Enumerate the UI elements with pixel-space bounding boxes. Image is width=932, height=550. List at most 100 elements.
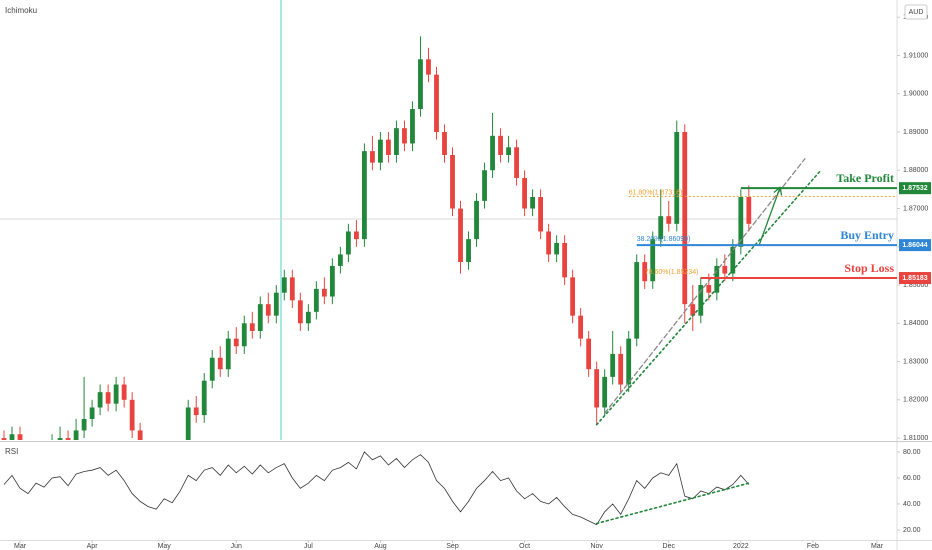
candle-body — [650, 239, 656, 282]
candle-body — [273, 292, 279, 316]
candle-body — [458, 208, 463, 263]
candle-body — [482, 170, 487, 201]
trendline — [595, 169, 822, 426]
candle-body — [466, 239, 471, 263]
rsi-line — [3, 451, 750, 526]
candle-body — [321, 288, 327, 297]
x-tick-label: May — [158, 543, 172, 550]
candle-body — [353, 231, 359, 240]
level-price-box — [899, 239, 931, 252]
candle-body — [634, 262, 640, 339]
candle-body — [265, 304, 271, 316]
candle-body — [289, 277, 295, 301]
currency-box[interactable] — [904, 4, 928, 20]
level-price: 1.85183 — [902, 275, 927, 282]
fib-label: 61.80%(1.87316) — [629, 189, 683, 196]
candle-body — [594, 369, 600, 408]
candle-body — [225, 338, 231, 370]
x-tick-label: Jun — [231, 543, 242, 550]
x-tick-label: Sep — [446, 543, 459, 550]
level-price: 1.86044 — [902, 242, 927, 249]
fib-label: 78.60%(1.85234) — [645, 269, 699, 276]
candle-body — [1, 438, 7, 440]
candle-body — [682, 132, 688, 305]
candle-body — [34, 450, 39, 465]
y-tick-label: 1.90000 — [903, 91, 928, 98]
candle-body — [170, 469, 175, 480]
candle-body — [538, 197, 544, 232]
x-tick-label: 2022 — [733, 543, 749, 550]
candle-body — [746, 197, 752, 224]
candle-body — [666, 216, 672, 224]
candle-body — [522, 177, 527, 209]
candle-body — [586, 338, 592, 370]
candle-body — [201, 380, 207, 416]
candle-body — [178, 453, 183, 480]
candle-body — [345, 231, 351, 255]
x-tick-label: Nov — [590, 543, 603, 550]
y-tick-label: 1.83000 — [903, 358, 928, 365]
fib-label: 38.20%(1.86090) — [637, 236, 691, 243]
candle-body — [426, 59, 431, 75]
candle-body — [498, 135, 503, 155]
y-tick-label: 1.82000 — [903, 397, 928, 404]
candle-body — [402, 128, 407, 144]
candle-body — [610, 353, 616, 377]
candle-body — [546, 231, 552, 255]
candle-body — [602, 376, 608, 408]
candle-body — [193, 407, 199, 416]
candle-body — [17, 434, 23, 440]
candle-body — [154, 476, 159, 484]
candle-body — [570, 277, 576, 316]
candle-body — [618, 353, 624, 385]
trendline — [604, 158, 806, 414]
candle-body — [89, 407, 95, 419]
candle-body — [722, 265, 728, 274]
candle-body — [410, 109, 415, 144]
y-tick-label: 1.91000 — [903, 52, 928, 59]
price-pane — [1, 36, 897, 484]
candle-body — [554, 242, 560, 255]
candle-body — [714, 265, 720, 293]
candle-body — [137, 430, 143, 440]
candle-body — [281, 277, 287, 293]
y-tick-label: 1.85000 — [903, 282, 928, 289]
candle-body — [81, 418, 87, 431]
candle-body — [506, 147, 511, 155]
candle-body — [50, 442, 55, 457]
rsi-tick-label: 80.00 — [903, 449, 921, 456]
x-tick-label: Apr — [87, 543, 99, 550]
candle-body — [97, 392, 103, 408]
y-tick-label: 1.81000 — [903, 435, 928, 442]
candle-body — [121, 384, 127, 400]
candle-body — [305, 311, 311, 324]
y-tick-label: 1.88000 — [903, 167, 928, 174]
candle-body — [394, 128, 399, 155]
candle-body — [474, 200, 479, 240]
level-price-box — [899, 272, 931, 285]
candle-body — [674, 132, 680, 224]
rsi-pane — [3, 451, 750, 526]
candle-body — [642, 262, 648, 282]
candle-body — [162, 469, 167, 484]
candle-body — [233, 338, 239, 347]
level-price: 1.87532 — [902, 185, 927, 192]
candle-body — [434, 74, 439, 132]
candle-body — [249, 323, 255, 331]
x-tick-label: Dec — [663, 543, 676, 550]
candle-body — [386, 139, 391, 155]
x-tick-label: Aug — [374, 543, 387, 550]
candle-body — [370, 151, 375, 163]
candle-body — [241, 323, 247, 347]
candle-body — [217, 357, 223, 370]
currency[interactable]: AUD — [909, 9, 924, 16]
candle-body — [129, 399, 135, 431]
candle-body — [9, 434, 15, 440]
candle-body — [706, 285, 712, 293]
level-label: Buy Entry — [840, 228, 894, 242]
candle-body — [626, 338, 632, 385]
candle-body — [65, 438, 71, 440]
rsi-title: RSI — [5, 447, 18, 456]
candle-body — [209, 357, 215, 381]
candle-body — [690, 304, 696, 316]
